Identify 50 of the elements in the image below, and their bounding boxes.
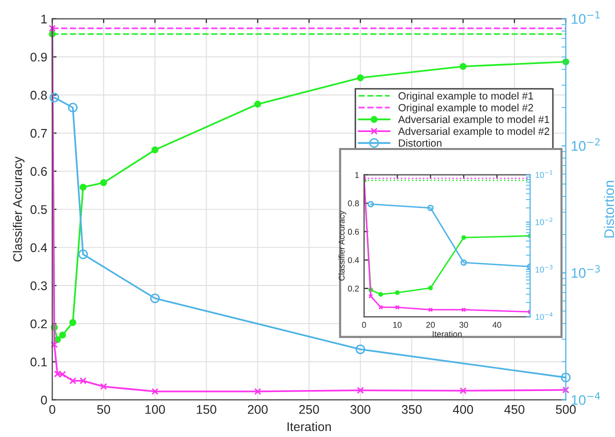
y-axis-title: Classifier Accuracy xyxy=(338,210,346,281)
y2-axis-title: Distortion xyxy=(604,180,614,238)
x-tick-label: 250 xyxy=(299,405,319,414)
y2-tick-label: 10$^{−2}$ xyxy=(536,218,552,226)
y2-tick-label: 10$^{−1}$ xyxy=(572,11,600,24)
y2-tick-label: 10$^{−2}$ xyxy=(572,138,600,151)
legend-label: Original example to model #2 xyxy=(398,104,534,114)
y2-tick-label: 10$^{−3}$ xyxy=(536,264,552,273)
x-tick-label: 350 xyxy=(402,405,422,414)
y-tick-label: 0.2 xyxy=(30,319,47,328)
x-tick-label: 30 xyxy=(459,322,468,328)
y-tick-label: 0.7 xyxy=(30,128,47,138)
x-tick-label: 150 xyxy=(196,405,216,414)
legend-label: Adversarial example to model #2 xyxy=(398,127,550,137)
legend-label: Adversarial example to model #1 xyxy=(398,115,550,126)
y-tick-label: 0.3 xyxy=(30,281,47,290)
x-tick-label: 10 xyxy=(393,322,402,328)
y2-tick-label: 10$^{−4}$ xyxy=(572,392,600,405)
y-tick-label: 0.2 xyxy=(348,286,359,292)
y-tick-label: 0.4 xyxy=(348,257,359,264)
y-tick-label: 0.8 xyxy=(348,200,359,206)
y-tick-label: 0.9 xyxy=(30,52,47,62)
x-tick-label: 100 xyxy=(146,405,165,414)
y-tick-label: 0.6 xyxy=(30,167,47,176)
y-axis-title: Classifier Accuracy xyxy=(12,156,24,262)
y-tick-label: 0.6 xyxy=(348,228,359,235)
y-tick-label: 0 xyxy=(40,396,47,405)
y-tick-label: 0.5 xyxy=(30,205,47,214)
y-tick-label: 1 xyxy=(355,172,359,178)
x-tick-label: 500 xyxy=(556,405,576,414)
x-tick-label: 0 xyxy=(362,322,366,328)
x-tick-label: 50 xyxy=(97,405,110,414)
y2-tick-label: 10$^{−3}$ xyxy=(572,265,600,278)
y2-tick-label: 10$^{−4}$ xyxy=(536,312,553,320)
x-tick-label: 400 xyxy=(452,405,474,414)
legend-label: Original example to model #1 xyxy=(398,92,534,102)
x-tick-label: 200 xyxy=(248,405,268,414)
x-axis-title: Iteration xyxy=(288,422,331,432)
x-tick-label: 450 xyxy=(504,405,524,414)
y-tick-label: 0.4 xyxy=(30,243,48,252)
y-tick-label: 0.8 xyxy=(30,90,47,100)
y-tick-label: 1 xyxy=(41,14,47,24)
x-tick-label: 20 xyxy=(426,322,435,328)
x-axis-title: Iteration xyxy=(432,330,462,337)
y-tick-label: 0.1 xyxy=(30,358,47,366)
legend-label: Distortion xyxy=(398,139,442,147)
x-tick-label: 40 xyxy=(492,322,502,328)
y2-tick-label: 10$^{−1}$ xyxy=(536,170,552,178)
x-tick-label: 300 xyxy=(350,405,370,414)
x-tick-label: 0 xyxy=(49,405,56,414)
